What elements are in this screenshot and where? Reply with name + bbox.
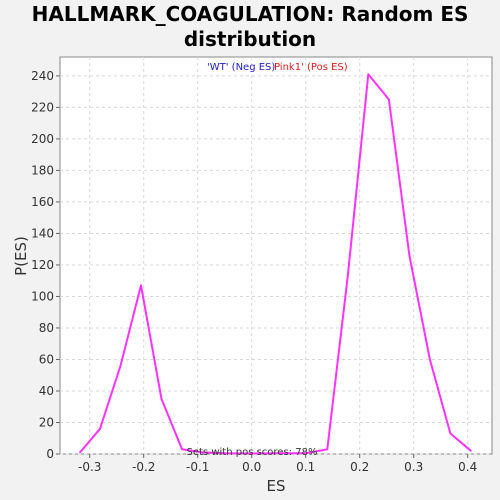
data-point [119,364,122,367]
x-tick-label: -0.3 [78,460,101,474]
data-point [79,451,81,454]
y-tick-label: 0 [46,447,54,461]
y-tick-label: 140 [31,226,54,240]
grid [60,57,492,455]
y-tick-label: 160 [31,195,54,209]
x-tick-label: -0.2 [132,460,155,474]
y-tick-label: 180 [31,163,54,177]
x-tick-label: 0.0 [242,460,261,474]
y-tick-label: 240 [31,69,54,83]
plot-area [59,56,493,455]
data-point [408,254,411,257]
data-point [326,448,329,451]
chart-title-line-2: distribution [183,27,317,51]
chart-title-line-1: HALLMARK_COAGULATION: Random ES [31,2,469,26]
annotation-pos-scores: Sets with pos scores: 78% [187,447,318,458]
data-point [470,450,472,452]
data-point [140,284,142,287]
data-point [367,73,370,76]
data-point [388,98,390,101]
y-tick-label: 220 [31,100,54,114]
x-tick-label: 0.2 [350,460,369,474]
y-tick-label: 80 [39,321,54,335]
x-tick-label: 0.1 [296,460,315,474]
x-tick-label: 0.3 [404,460,423,474]
series-layer [79,73,472,455]
y-tick-label: 60 [39,352,54,366]
x-tick-label: -0.1 [186,460,209,474]
data-point [181,448,183,451]
data-point [223,452,226,455]
y-tick-label: 20 [39,415,54,429]
data-point [304,452,307,455]
legend-entry-neg: 'WT' (Neg ES) [207,62,275,73]
data-point [160,398,163,400]
data-point [250,452,253,455]
data-point [99,427,101,430]
data-point [347,275,349,277]
y-axis-title: P(ES) [12,236,30,276]
y-tick-label: 40 [39,384,54,398]
y-tick-label: 120 [31,258,54,272]
data-point [429,358,431,361]
x-axis-title: ES [267,477,286,495]
x-tick-label: 0.4 [458,460,477,474]
y-tick-label: 100 [31,289,54,303]
data-point [449,432,452,435]
axes: -0.3 -0.2 -0.1 0.0 0.1 0.2 0.3 0.4 0 20 40 60 80 100 1… [31,69,477,474]
data-point [201,451,204,454]
y-tick-label: 200 [31,132,54,146]
data-point [277,452,280,455]
legend-entry-pos: Pink1' (Pos ES) [274,62,348,73]
chart-title: HALLMARK_COAGULATION: Random ES distribu… [0,2,500,52]
labels: 'WT' (Neg ES) Pink1' (Pos ES) Sets with … [12,62,348,495]
